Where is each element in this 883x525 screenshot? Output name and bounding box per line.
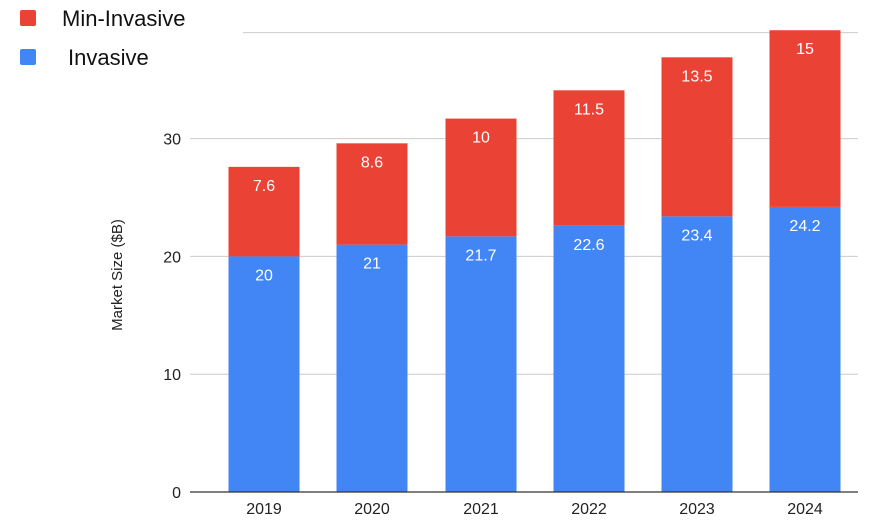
bar-invasive-2023 xyxy=(661,216,733,492)
legend: Min-Invasive Invasive xyxy=(20,6,185,70)
x-tick-label: 2022 xyxy=(571,501,607,518)
x-tick-label: 2023 xyxy=(679,501,715,518)
bar-invasive-2020 xyxy=(336,244,408,492)
data-label: 24.2 xyxy=(789,218,820,235)
legend-swatch xyxy=(20,10,36,26)
data-label: 7.6 xyxy=(253,178,275,195)
bar-invasive-2021 xyxy=(445,236,517,492)
y-axis-title: Market Size ($B) xyxy=(109,219,126,331)
bar-min-invasive-2024 xyxy=(769,30,841,207)
data-label: 13.5 xyxy=(681,68,712,85)
data-label: 10 xyxy=(472,130,490,147)
y-tick-label: 30 xyxy=(163,132,181,149)
data-label: 20 xyxy=(255,267,273,284)
data-label: 23.4 xyxy=(681,227,712,244)
y-tick-label: 20 xyxy=(163,249,181,266)
bar-min-invasive-2023 xyxy=(661,57,733,217)
data-label: 15 xyxy=(796,41,814,58)
gridlines xyxy=(190,32,858,375)
legend-swatch xyxy=(20,49,36,65)
x-tick-label: 2024 xyxy=(787,501,823,518)
bar-invasive-2022 xyxy=(553,225,625,492)
bar-min-invasive-2019 xyxy=(228,166,300,257)
data-labels: 20 7.6 21 8.6 21.7 10 22.6 11.5 23.4 13.5 24.2 15 xyxy=(253,41,821,284)
legend-label: Min-Invasive xyxy=(62,6,185,31)
data-label: 11.5 xyxy=(574,101,604,118)
data-label: 21.7 xyxy=(465,247,496,264)
data-label: 8.6 xyxy=(361,154,383,171)
bar-min-invasive-2022 xyxy=(553,90,625,226)
legend-label: Invasive xyxy=(68,45,149,70)
y-tick-label: 10 xyxy=(163,367,181,384)
x-tick-label: 2020 xyxy=(354,501,390,518)
y-tick-label: 0 xyxy=(172,485,181,502)
data-label: 22.6 xyxy=(573,237,604,254)
bar-invasive-2024 xyxy=(769,206,841,492)
bar-min-invasive-2021 xyxy=(445,118,517,237)
x-tick-label: 2019 xyxy=(246,501,282,518)
data-label: 21 xyxy=(363,256,381,273)
bar-min-invasive-2020 xyxy=(336,143,408,245)
bar-invasive-2019 xyxy=(228,256,300,492)
x-tick-label: 2021 xyxy=(463,501,499,518)
bars xyxy=(228,30,841,492)
